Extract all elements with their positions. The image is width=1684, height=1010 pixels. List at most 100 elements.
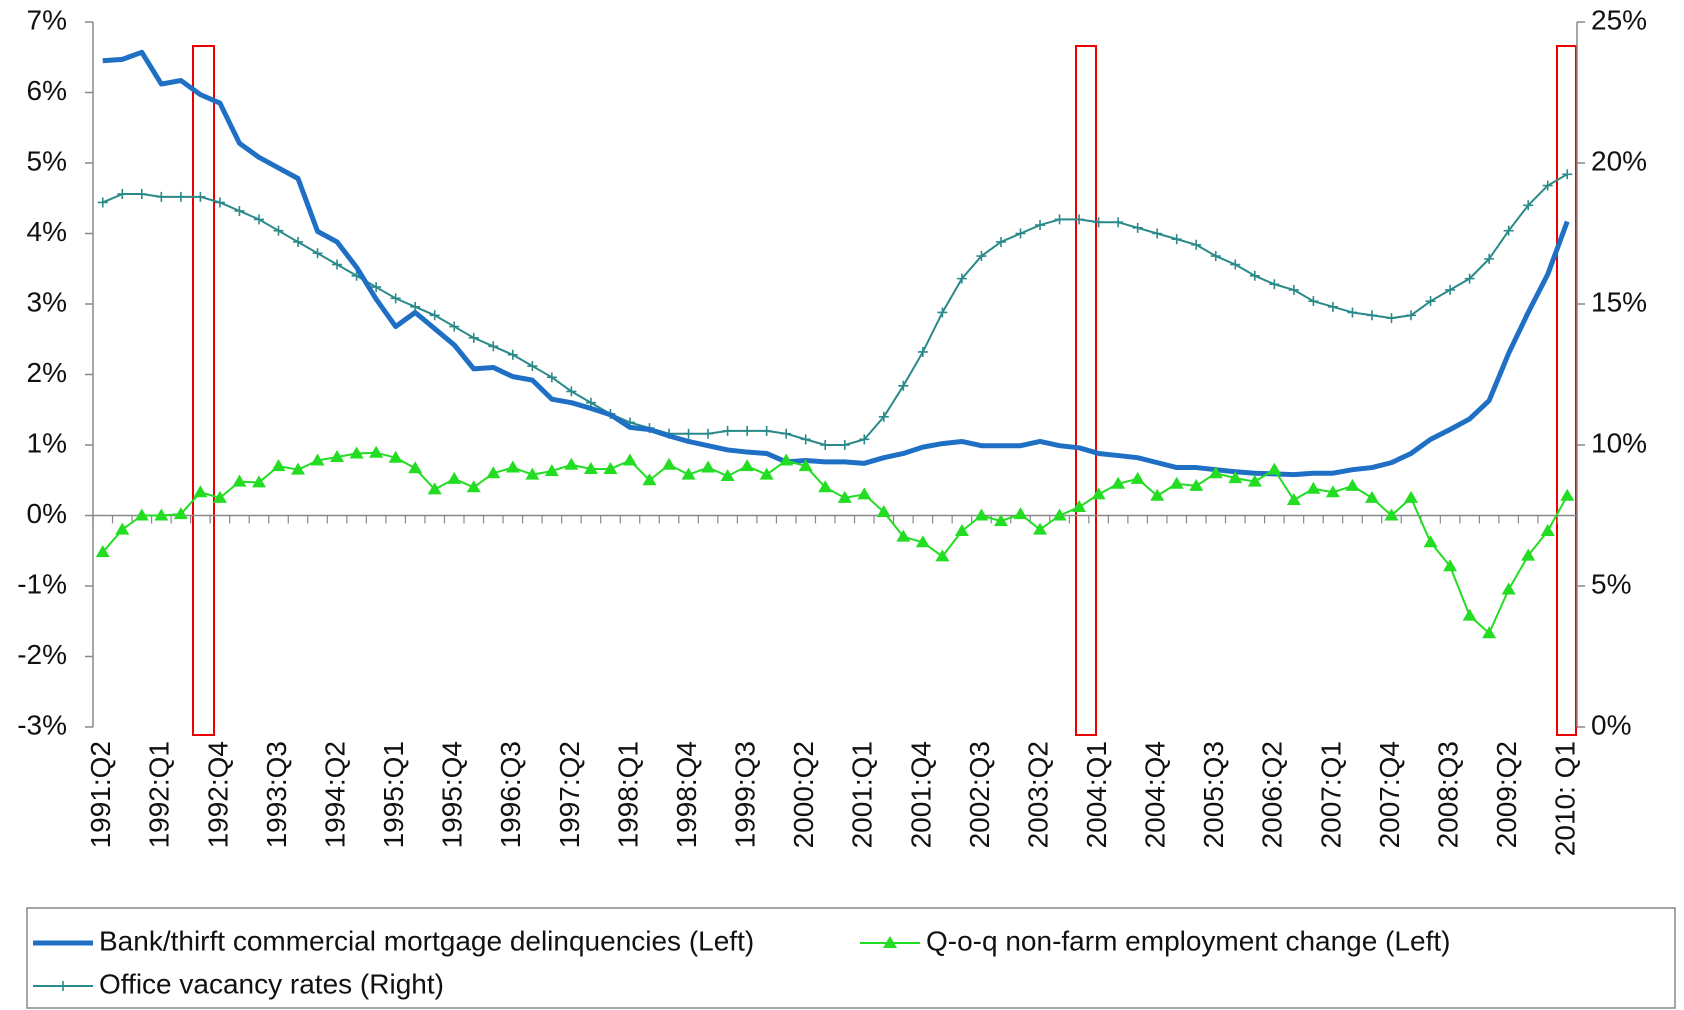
data-point — [878, 411, 889, 422]
data-point — [622, 453, 637, 466]
data-point — [603, 461, 618, 474]
data-point — [1386, 313, 1397, 324]
data-point — [310, 453, 325, 466]
x-tick-label: 1995:Q1 — [378, 741, 409, 848]
data-point — [896, 529, 911, 542]
data-point — [1462, 608, 1477, 621]
data-point — [779, 453, 794, 466]
data-point — [937, 307, 948, 318]
x-tick-label: 1994:Q2 — [319, 741, 350, 848]
data-point — [1249, 270, 1260, 281]
data-point — [954, 524, 969, 537]
data-point — [1503, 225, 1514, 236]
series — [95, 445, 1575, 639]
x-tick-label: 2001:Q1 — [847, 741, 878, 848]
data-point — [1113, 217, 1124, 228]
data-point — [993, 514, 1008, 527]
data-point — [1364, 490, 1379, 503]
data-point — [544, 464, 559, 477]
x-tick-label: 1999:Q3 — [730, 741, 761, 848]
y-tick-label: 5% — [27, 145, 67, 176]
data-point — [136, 189, 147, 200]
data-point — [662, 457, 677, 470]
data-point — [1406, 310, 1417, 321]
data-point — [349, 446, 364, 459]
data-point — [466, 480, 481, 493]
data-point — [134, 508, 149, 521]
data-point — [291, 462, 306, 475]
x-tick-label: 2010: Q1 — [1550, 741, 1581, 856]
data-point — [271, 459, 286, 472]
x-tick-label: 2007:Q4 — [1374, 741, 1405, 848]
data-point — [427, 482, 442, 495]
legend-label: Bank/thirft commercial mortgage delinque… — [99, 925, 754, 956]
data-point — [1015, 228, 1026, 239]
data-point — [332, 259, 343, 270]
data-point — [251, 475, 266, 488]
data-point — [371, 282, 382, 293]
data-point — [468, 332, 479, 343]
data-point — [917, 346, 928, 357]
data-point — [564, 457, 579, 470]
data-point — [1445, 284, 1456, 295]
data-point — [681, 467, 696, 480]
data-point — [293, 236, 304, 247]
data-point — [1366, 310, 1377, 321]
data-point — [1152, 228, 1163, 239]
data-point — [1484, 253, 1495, 264]
y-tick-label: 7% — [27, 4, 67, 35]
y-tick-label: -3% — [17, 709, 67, 740]
data-point — [1150, 488, 1165, 501]
data-point — [820, 440, 831, 450]
data-point — [1267, 462, 1282, 475]
data-point — [781, 428, 792, 439]
data-point — [1111, 476, 1126, 489]
data-point — [234, 205, 245, 216]
x-tick-label: 2003:Q2 — [1022, 741, 1053, 848]
data-point — [525, 467, 540, 480]
data-point — [1210, 251, 1221, 262]
x-tick-label: 2005:Q3 — [1198, 741, 1229, 848]
data-point — [800, 434, 811, 445]
data-point — [1345, 478, 1360, 491]
data-point — [1130, 471, 1145, 484]
data-point — [390, 293, 401, 304]
data-point — [839, 440, 850, 450]
data-point — [1562, 169, 1573, 180]
x-tick-label: 2000:Q2 — [788, 741, 819, 848]
data-point — [449, 321, 460, 332]
data-point — [175, 191, 186, 202]
data-point — [683, 428, 694, 439]
data-point — [740, 459, 755, 472]
data-point — [759, 467, 774, 480]
y-tick-label: 3% — [27, 286, 67, 317]
data-point — [818, 480, 833, 493]
data-point — [232, 474, 247, 487]
series-line — [102, 451, 1569, 635]
series-line — [102, 49, 1570, 478]
data-point — [1540, 524, 1555, 537]
series — [102, 49, 1570, 478]
y2-tick-label: 10% — [1591, 427, 1647, 458]
data-point — [1269, 279, 1280, 290]
data-point — [859, 434, 870, 445]
data-point — [253, 214, 264, 225]
x-tick-label: 2004:Q4 — [1140, 741, 1171, 848]
data-point — [115, 522, 130, 535]
x-tick-label: 2009:Q2 — [1491, 741, 1522, 848]
data-point — [956, 273, 967, 284]
x-tick-label: 1992:Q1 — [144, 741, 175, 848]
data-point — [1230, 259, 1241, 270]
x-tick-label: 2008:Q3 — [1432, 741, 1463, 848]
data-point — [1464, 273, 1475, 284]
data-point — [701, 460, 716, 473]
data-point — [566, 386, 577, 397]
data-point — [876, 504, 891, 517]
data-point — [388, 450, 403, 463]
y-tick-label: 4% — [27, 216, 67, 247]
data-point — [1169, 476, 1184, 489]
legend-marker — [58, 981, 68, 991]
data-point — [915, 535, 930, 548]
data-point — [486, 466, 501, 479]
